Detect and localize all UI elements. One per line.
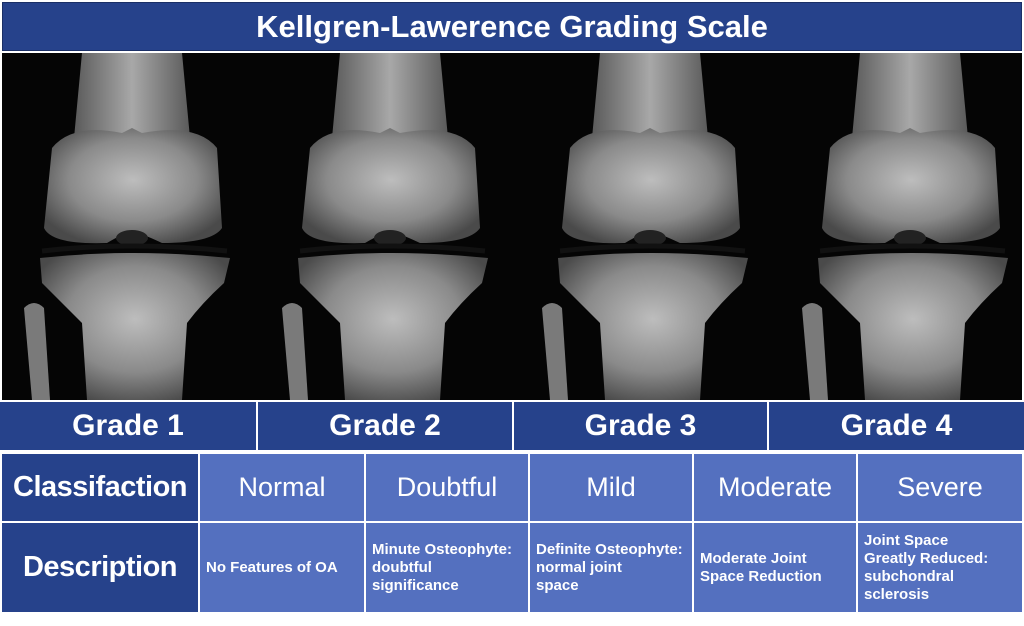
description-mild: Definite Osteophyte: normal joint space (528, 523, 692, 612)
classification-row: Classifaction Normal Doubtful Mild Moder… (2, 454, 1022, 521)
knee-xray-grade-2 (282, 53, 488, 400)
classification-moderate: Moderate (692, 454, 856, 521)
grade-label-2: Grade 2 (258, 402, 514, 450)
description-text: No Features of OA (206, 558, 338, 576)
description-severe: Joint Space Greatly Reduced: subchondral… (856, 523, 1022, 612)
grading-table: Classifaction Normal Doubtful Mild Moder… (2, 454, 1022, 614)
classification-normal: Normal (198, 454, 364, 521)
description-text: Moderate Joint Space Reduction (700, 549, 822, 585)
grade-header-row: Grade 1 Grade 2 Grade 3 Grade 4 (0, 402, 1024, 450)
description-doubtful: Minute Osteophyte: doubtful significance (364, 523, 528, 612)
classification-header: Classifaction (2, 454, 198, 521)
grade-label-1: Grade 1 (0, 402, 258, 450)
description-header: Description (2, 523, 198, 612)
description-normal: No Features of OA (198, 523, 364, 612)
classification-doubtful: Doubtful (364, 454, 528, 521)
knee-xray-grade-4 (802, 53, 1008, 400)
knee-xray-grade-1 (24, 53, 230, 400)
classification-severe: Severe (856, 454, 1022, 521)
grade-label-4: Grade 4 (769, 402, 1024, 450)
classification-mild: Mild (528, 454, 692, 521)
description-text: Joint Space Greatly Reduced: subchondral… (864, 531, 989, 603)
grade-label-3: Grade 3 (514, 402, 769, 450)
description-moderate: Moderate Joint Space Reduction (692, 523, 856, 612)
knee-xray-grade-3 (542, 53, 748, 400)
knee-xray-images (2, 53, 1022, 400)
description-text: Definite Osteophyte: normal joint space (536, 540, 683, 594)
page-title: Kellgren-Lawerence Grading Scale (2, 2, 1022, 51)
description-row: Description No Features of OA Minute Ost… (2, 523, 1022, 612)
description-text: Minute Osteophyte: doubtful significance (372, 540, 513, 594)
